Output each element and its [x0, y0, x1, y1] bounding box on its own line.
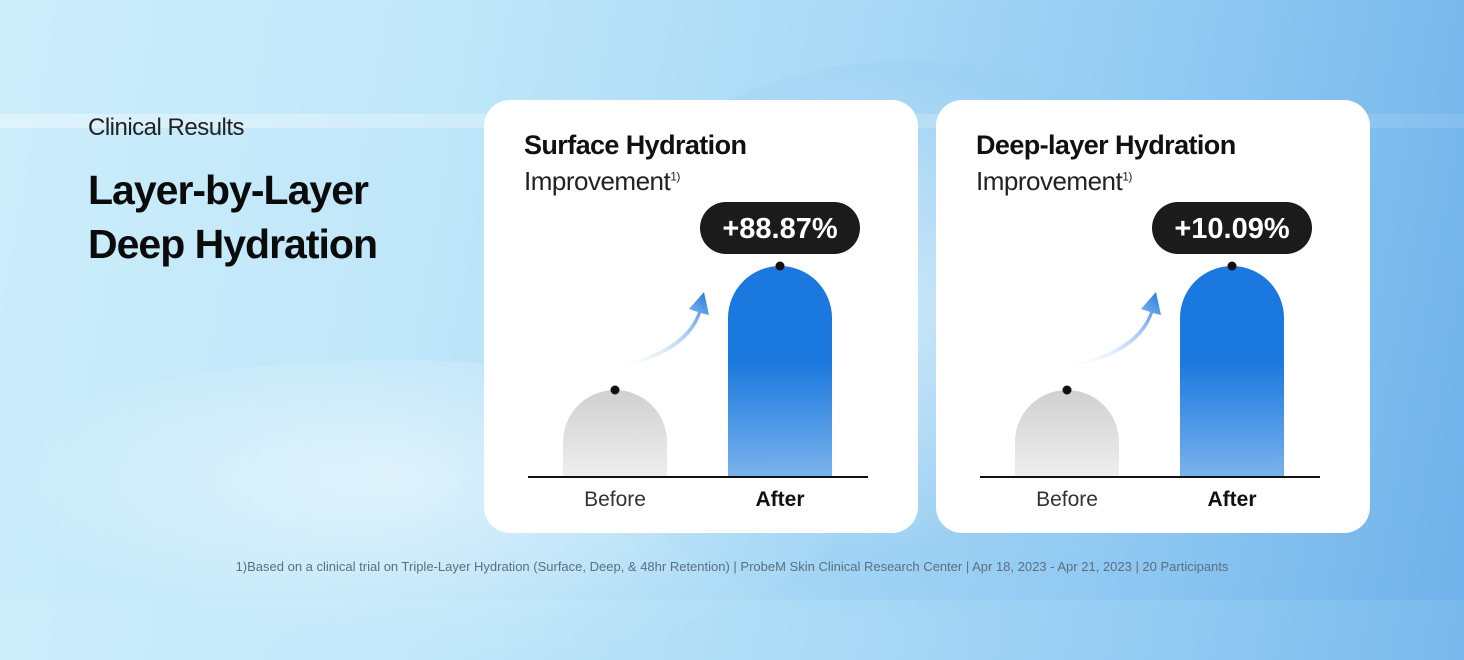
eyebrow-label: Clinical Results: [88, 114, 245, 141]
footnote: 1)Based on a clinical trial on Triple-La…: [235, 559, 1229, 574]
bar-after: [728, 266, 832, 476]
annotation-badge: [700, 202, 860, 254]
trend-arrow-icon: [1058, 292, 1161, 368]
headline-line-2: Deep Hydration: [88, 221, 378, 267]
chart-title: Surface Hydration: [524, 130, 747, 160]
trend-arrow-icon: [606, 292, 709, 368]
footnote-marker: 1): [670, 169, 680, 184]
chart-card-surface: Surface Hydration Improvement1) +88.87% …: [484, 100, 918, 533]
annotation-badge: [1152, 202, 1312, 254]
point-before: [1062, 385, 1072, 395]
chart-subtitle-text: Improvement: [976, 166, 1123, 196]
bar-before: [563, 390, 667, 476]
x-tick-after: After: [1207, 488, 1257, 511]
annotation-label: +88.87%: [722, 213, 838, 245]
point-after: [775, 261, 785, 271]
bar-before: [1015, 390, 1119, 476]
chart-subtitle-text: Improvement: [524, 166, 671, 196]
headline: Layer-by-Layer Deep Hydration: [88, 163, 448, 271]
chart-plot-surface: +88.87%: [528, 202, 868, 478]
chart-title: Deep-layer Hydration: [976, 130, 1236, 160]
chart-subtitle: Improvement1): [976, 166, 1132, 197]
chart-plot-deep: +10.09%: [980, 202, 1320, 478]
x-tick-after: After: [755, 488, 805, 511]
point-before: [610, 385, 620, 395]
point-after: [1227, 261, 1237, 271]
headline-line-1: Layer-by-Layer: [88, 167, 369, 213]
x-tick-before: Before: [1036, 488, 1098, 511]
chart-subtitle: Improvement1): [524, 166, 680, 197]
annotation-label: +10.09%: [1174, 213, 1290, 245]
footnote-marker: 1): [1122, 169, 1132, 184]
chart-card-deep: Deep-layer Hydration Improvement1) +10.0…: [936, 100, 1370, 533]
x-tick-before: Before: [584, 488, 646, 511]
bar-after: [1180, 266, 1284, 476]
